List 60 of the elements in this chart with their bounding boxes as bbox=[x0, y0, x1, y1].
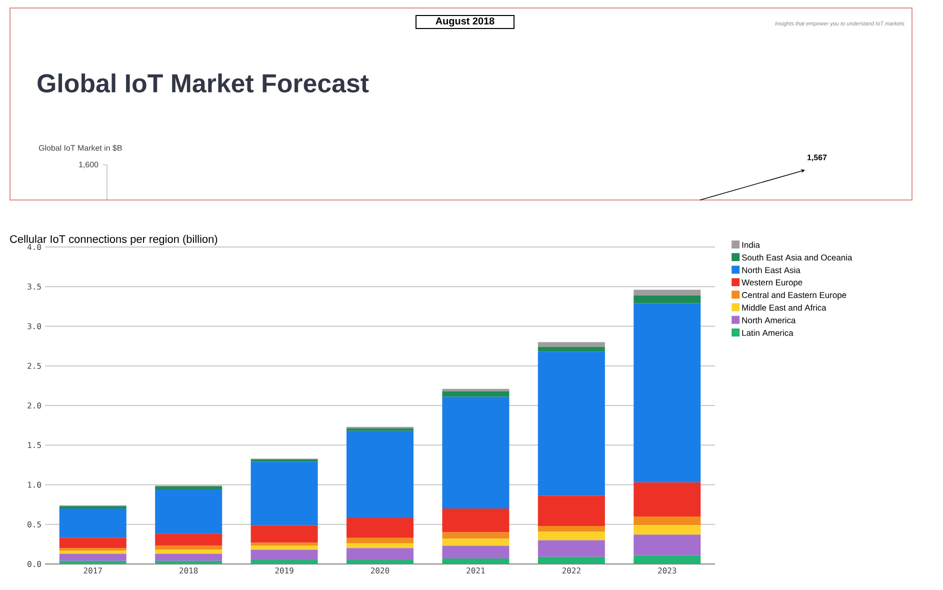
bar bbox=[59, 554, 126, 561]
bar bbox=[442, 538, 510, 546]
bar bbox=[538, 540, 605, 557]
bar bbox=[59, 548, 126, 551]
bar bbox=[250, 459, 318, 462]
bar bbox=[634, 534, 701, 556]
chart-title: Cellular IoT connections per region (billion) bbox=[10, 234, 218, 246]
bar bbox=[346, 543, 414, 548]
bar bbox=[634, 516, 701, 526]
bar bbox=[538, 496, 605, 526]
bar bbox=[155, 490, 222, 534]
bar bbox=[634, 290, 701, 296]
legend-label: North America bbox=[742, 317, 796, 324]
legend-label: Latin America bbox=[742, 330, 794, 336]
bar bbox=[59, 506, 126, 509]
bar bbox=[346, 518, 414, 538]
bar bbox=[250, 550, 318, 560]
bar bbox=[155, 554, 222, 561]
bar bbox=[538, 532, 605, 540]
bar bbox=[442, 508, 510, 532]
bar bbox=[59, 550, 126, 554]
legend-label: North East Asia bbox=[742, 266, 800, 274]
bar bbox=[346, 538, 414, 544]
bar bbox=[155, 534, 222, 546]
bar bbox=[442, 396, 510, 509]
bar bbox=[634, 525, 701, 535]
bar bbox=[59, 538, 126, 548]
bar bbox=[442, 546, 510, 558]
bar bbox=[538, 556, 605, 564]
bar bbox=[155, 560, 222, 564]
bar bbox=[155, 550, 222, 554]
bar bbox=[346, 560, 414, 564]
bar bbox=[250, 542, 318, 546]
text: Global IoT Market Forecast bbox=[38, 73, 369, 93]
bar bbox=[250, 525, 318, 543]
bar bbox=[538, 346, 605, 352]
bar bbox=[442, 391, 510, 397]
text: August 2018 bbox=[436, 17, 494, 27]
bar bbox=[634, 555, 701, 564]
legend-label: South East Asia and Oceania bbox=[742, 254, 852, 261]
bar bbox=[346, 548, 414, 560]
bar bbox=[250, 560, 318, 564]
legend-label: India bbox=[742, 242, 760, 248]
bar bbox=[346, 430, 414, 518]
bar bbox=[634, 482, 701, 516]
bar bbox=[59, 560, 126, 564]
bar bbox=[538, 526, 605, 532]
bar bbox=[538, 352, 605, 496]
bar bbox=[250, 462, 318, 526]
bar bbox=[442, 532, 510, 539]
bar bbox=[538, 342, 605, 347]
bar bbox=[155, 486, 222, 490]
legend-label: Central and Eastern Europe bbox=[742, 292, 846, 300]
legend-label: Middle East and Africa bbox=[742, 304, 826, 311]
legend-label: Western Europe bbox=[742, 280, 802, 288]
bar bbox=[346, 428, 414, 431]
bar bbox=[59, 508, 126, 538]
bar bbox=[442, 558, 510, 564]
bar bbox=[634, 295, 701, 304]
bar bbox=[634, 303, 701, 482]
